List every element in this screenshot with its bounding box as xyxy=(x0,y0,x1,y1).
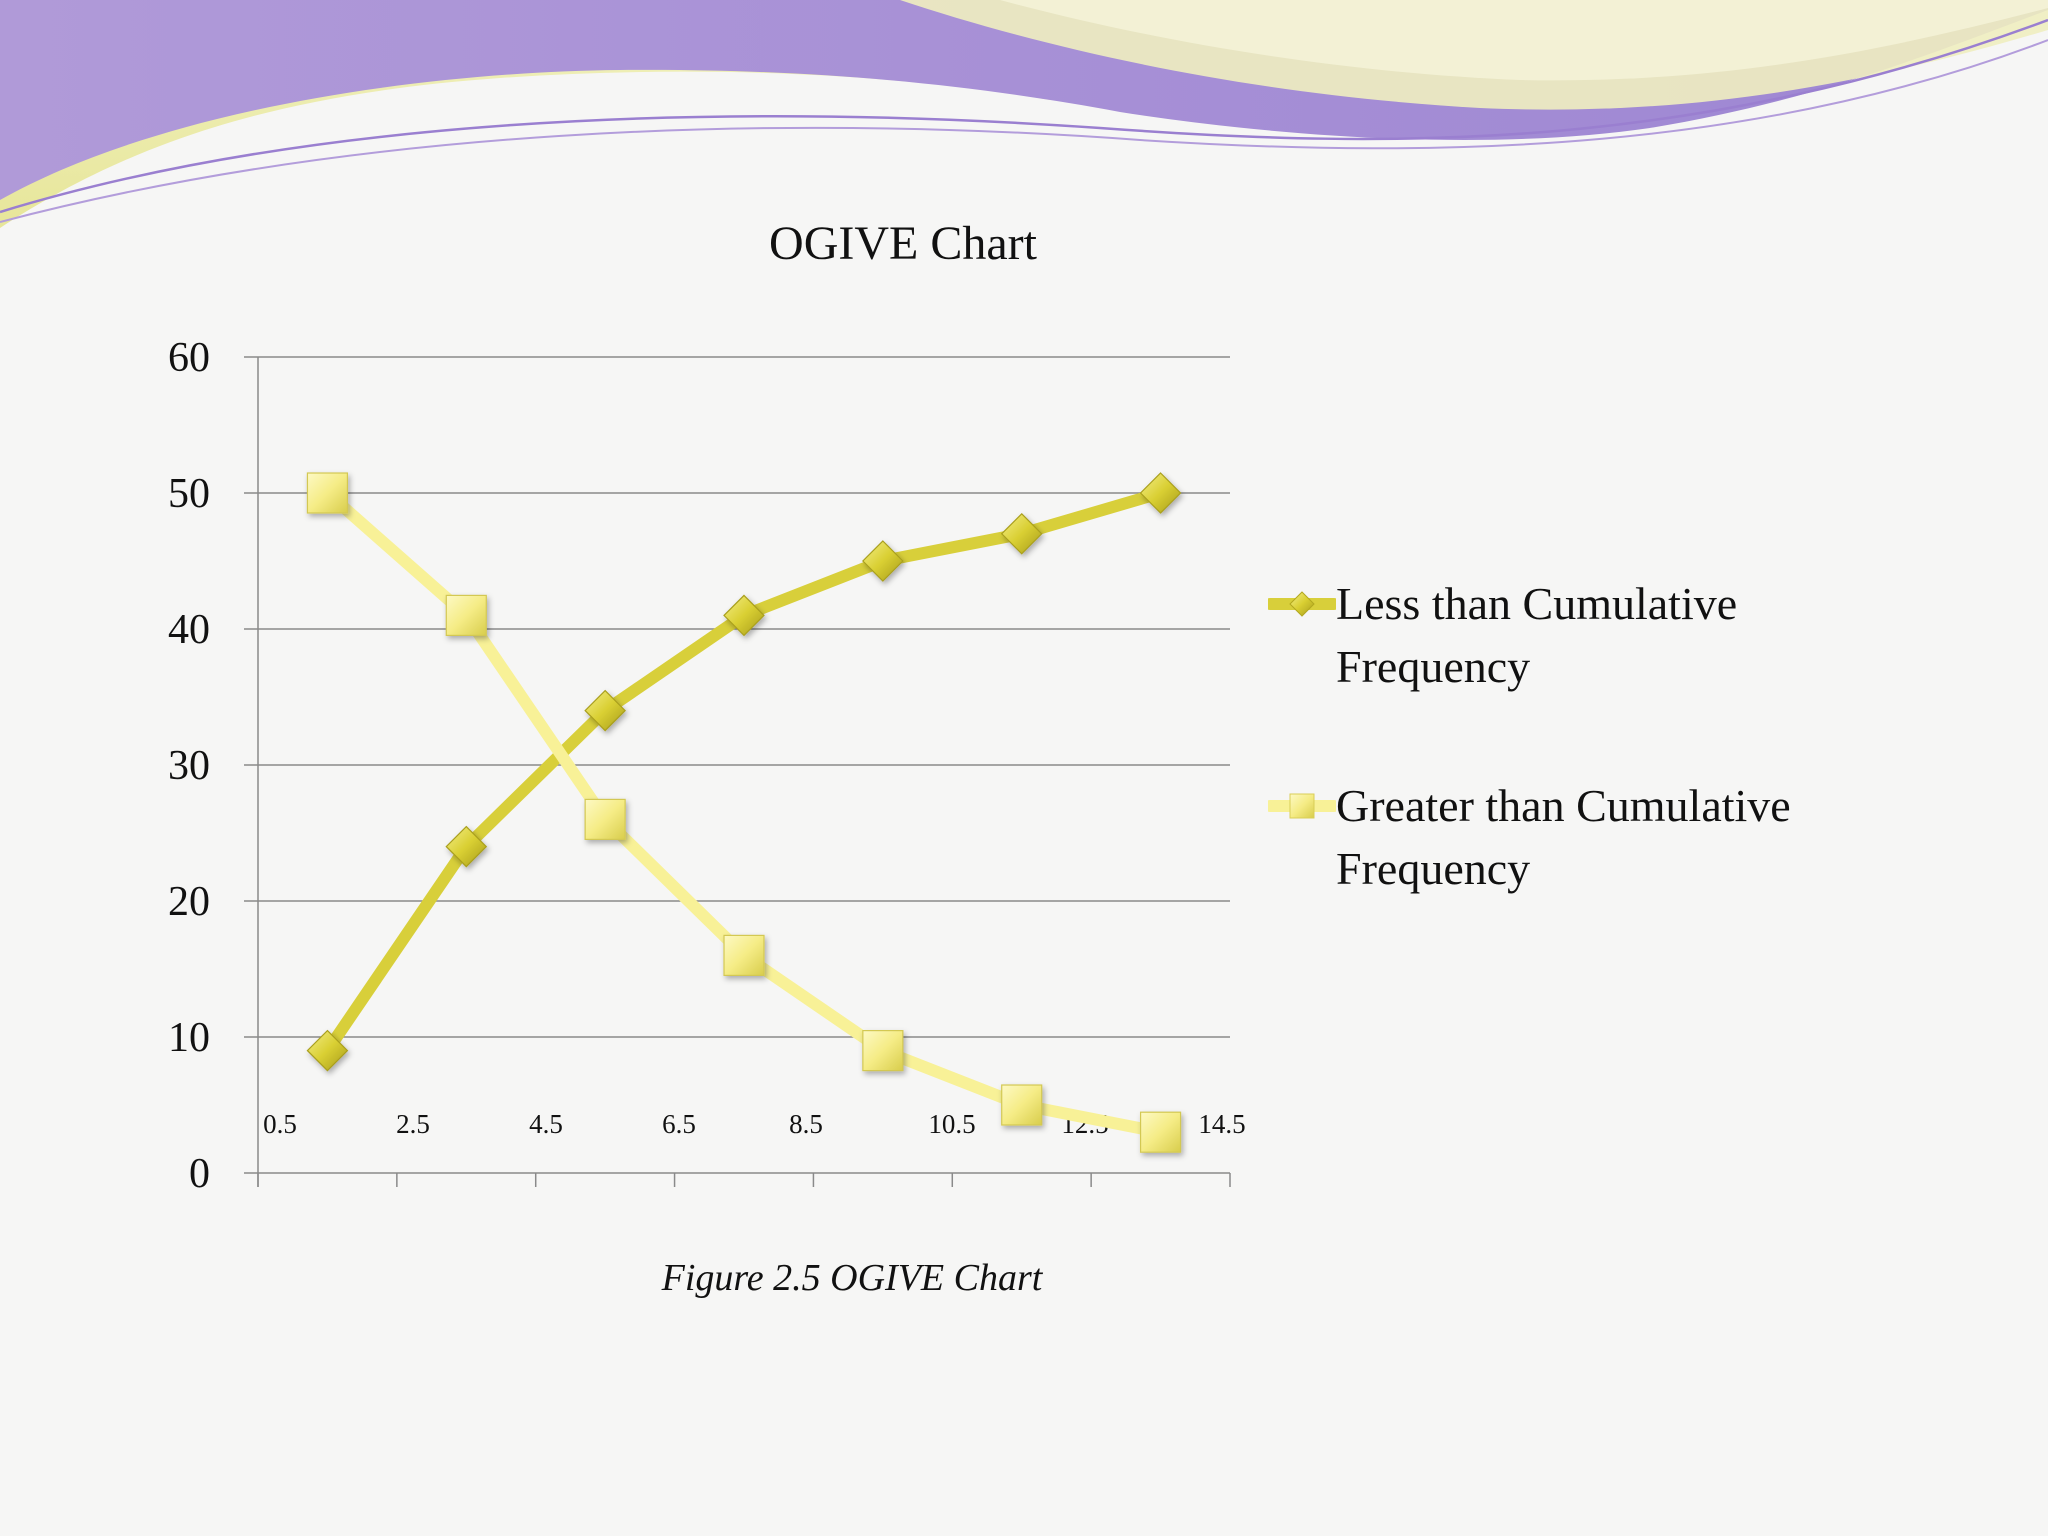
data-point-greater-than xyxy=(723,934,765,977)
chart-title: OGIVE Chart xyxy=(769,217,1037,270)
x-tick-label: 4.5 xyxy=(529,1109,563,1139)
data-point-less-than xyxy=(445,825,488,868)
decorative-banner xyxy=(0,0,2048,228)
legend-swatch-diamond-icon xyxy=(1268,591,1336,617)
x-tick-label: 14.5 xyxy=(1198,1109,1245,1139)
y-tick-label: 10 xyxy=(168,1015,210,1061)
data-point-greater-than xyxy=(1139,1111,1182,1153)
data-point-greater-than xyxy=(862,1029,904,1072)
banner-thin-line-2 xyxy=(0,39,2048,223)
data-point-less-than xyxy=(723,594,765,637)
data-point-greater-than xyxy=(445,594,487,637)
legend-swatch-square-icon xyxy=(1268,793,1336,819)
x-tick-label: 8.5 xyxy=(789,1109,823,1139)
x-tick-label: 2.5 xyxy=(396,1109,430,1139)
data-point-greater-than xyxy=(306,472,349,514)
y-tick-label: 30 xyxy=(168,743,210,789)
data-point-less-than xyxy=(306,1029,349,1072)
x-tick-label: 6.5 xyxy=(662,1109,696,1139)
legend-label-less-than: Less than Cumulative Frequency xyxy=(1336,578,1738,692)
legend-label-greater-than: Greater than Cumulative Frequency xyxy=(1336,780,1791,894)
y-tick-label: 0 xyxy=(189,1151,210,1197)
y-tick-label: 20 xyxy=(168,879,210,925)
y-tick-label: 50 xyxy=(168,471,210,517)
data-point-less-than xyxy=(1139,472,1182,514)
series-layer xyxy=(306,472,1182,1153)
y-tick-label: 40 xyxy=(168,607,210,653)
banner-cream-highlight xyxy=(1000,0,2048,81)
data-point-less-than xyxy=(862,540,904,582)
x-tick-label: 10.5 xyxy=(928,1109,975,1139)
data-point-greater-than xyxy=(584,798,626,841)
data-point-greater-than xyxy=(1001,1084,1043,1126)
figure-caption: Figure 2.5 OGIVE Chart xyxy=(661,1257,1043,1299)
data-point-less-than xyxy=(1000,512,1043,555)
data-point-less-than xyxy=(584,689,626,732)
x-tick-label: 0.5 xyxy=(263,1109,297,1139)
banner-thin-line-1 xyxy=(0,18,2048,214)
y-tick-label: 60 xyxy=(168,335,210,381)
